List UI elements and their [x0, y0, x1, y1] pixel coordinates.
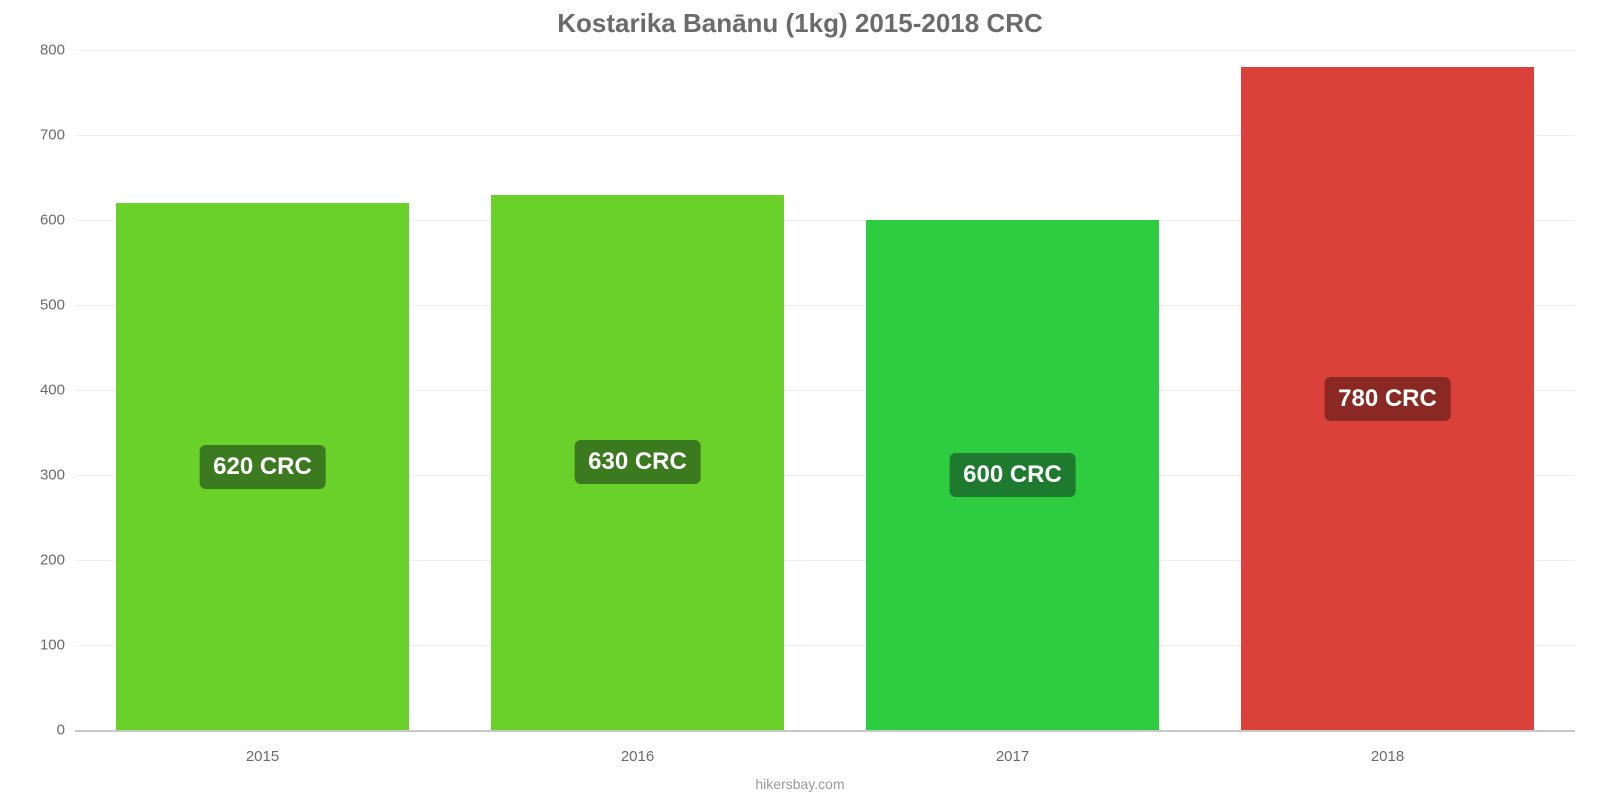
y-tick-label: 300 — [15, 467, 65, 484]
bar: 780 CRC — [1241, 67, 1534, 730]
value-badge: 620 CRC — [199, 445, 326, 489]
plot-area: 0100200300400500600700800620 CRC2015630 … — [75, 50, 1575, 730]
y-tick-label: 700 — [15, 127, 65, 144]
y-tick-label: 0 — [15, 722, 65, 739]
y-tick-label: 800 — [15, 42, 65, 59]
y-tick-label: 500 — [15, 297, 65, 314]
chart-container: Kostarika Banānu (1kg) 2015-2018 CRC 010… — [0, 0, 1600, 800]
x-tick-label: 2015 — [246, 748, 279, 765]
attribution-text: hikersbay.com — [0, 776, 1600, 792]
x-tick-label: 2017 — [996, 748, 1029, 765]
value-badge: 630 CRC — [574, 440, 701, 484]
bar: 630 CRC — [491, 195, 784, 731]
y-tick-label: 100 — [15, 637, 65, 654]
value-badge: 780 CRC — [1324, 377, 1451, 421]
value-badge: 600 CRC — [949, 453, 1076, 497]
y-tick-label: 600 — [15, 212, 65, 229]
y-tick-label: 400 — [15, 382, 65, 399]
x-tick-label: 2018 — [1371, 748, 1404, 765]
y-tick-label: 200 — [15, 552, 65, 569]
chart-title: Kostarika Banānu (1kg) 2015-2018 CRC — [0, 8, 1600, 39]
axis-baseline — [75, 730, 1575, 732]
gridline — [75, 50, 1575, 51]
bar: 620 CRC — [116, 203, 409, 730]
x-tick-label: 2016 — [621, 748, 654, 765]
bar: 600 CRC — [866, 220, 1159, 730]
